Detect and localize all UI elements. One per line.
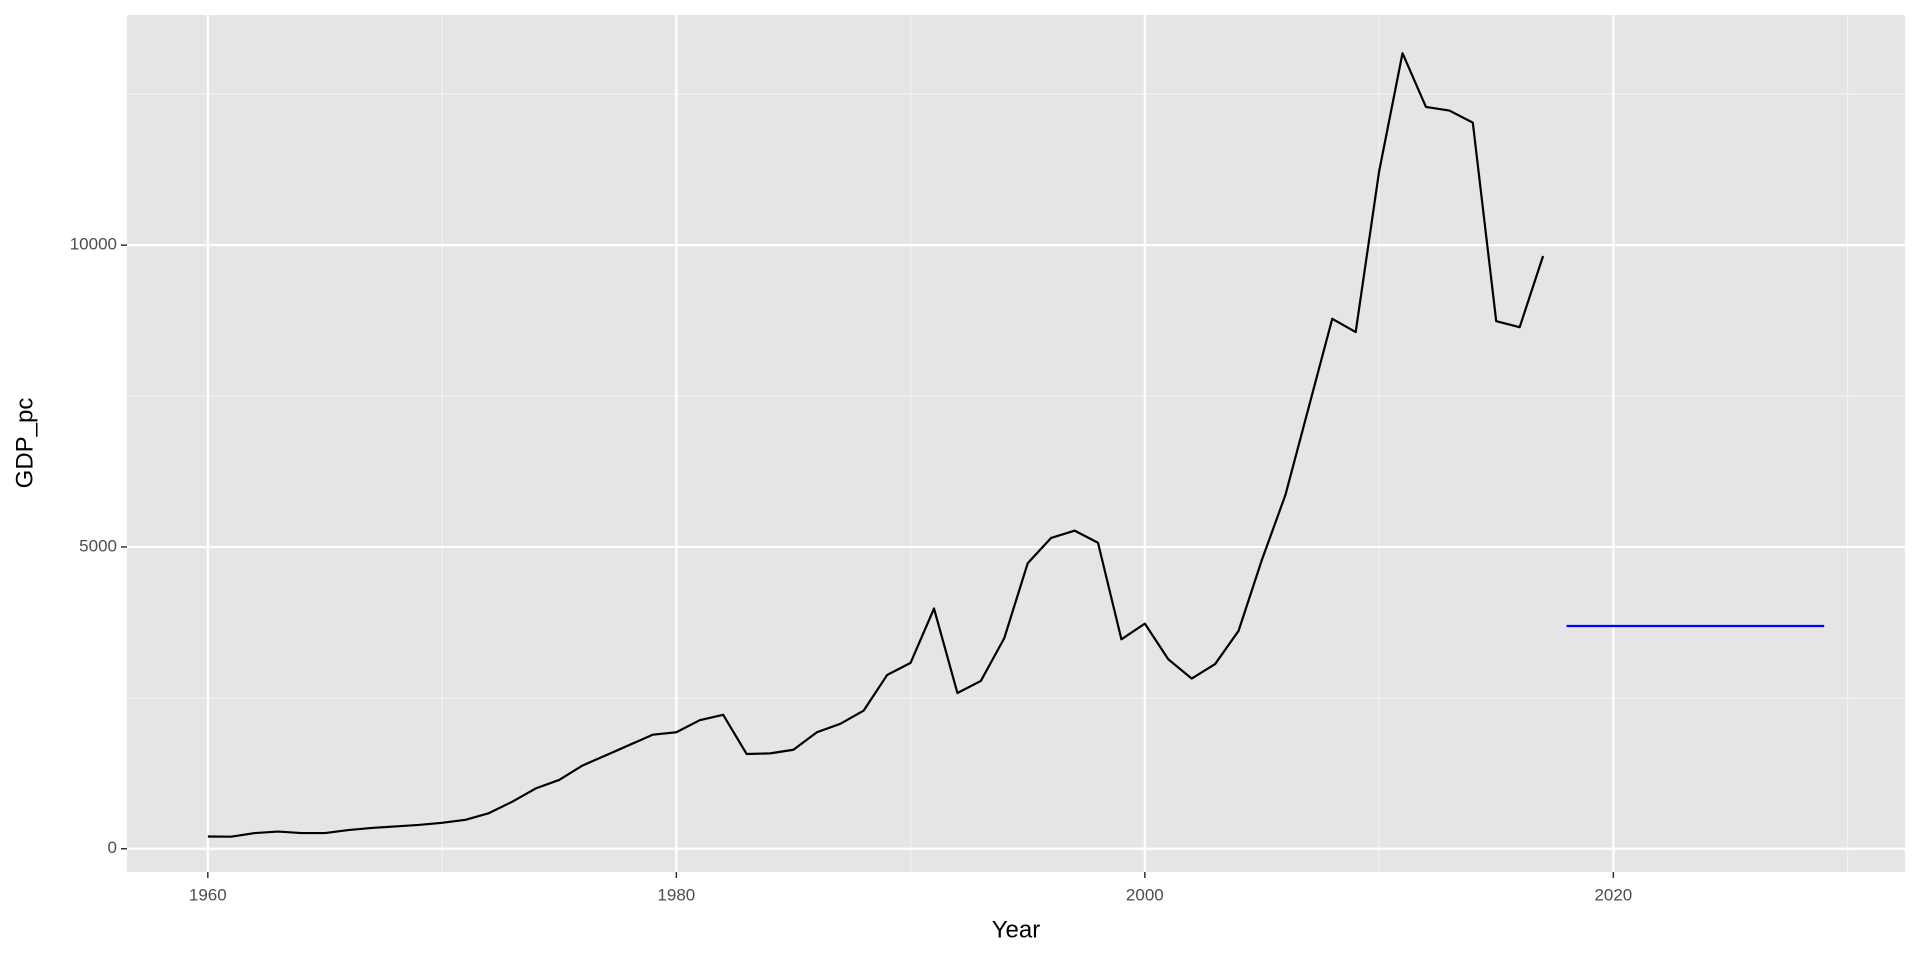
y-tick-label: 10000: [70, 235, 117, 254]
series-line: [207, 52, 1545, 838]
y-axis-title: GDP_pc: [11, 398, 38, 489]
x-axis-title: Year: [992, 916, 1041, 943]
x-tick-label: 2000: [1126, 885, 1164, 904]
y-tick-label: 0: [108, 838, 117, 857]
panel: [127, 15, 1905, 872]
x-tick-label: 1980: [657, 885, 695, 904]
x-tick-label: 2020: [1594, 885, 1632, 904]
x-tick-label: 1960: [189, 885, 227, 904]
y-tick-label: 5000: [79, 536, 117, 555]
